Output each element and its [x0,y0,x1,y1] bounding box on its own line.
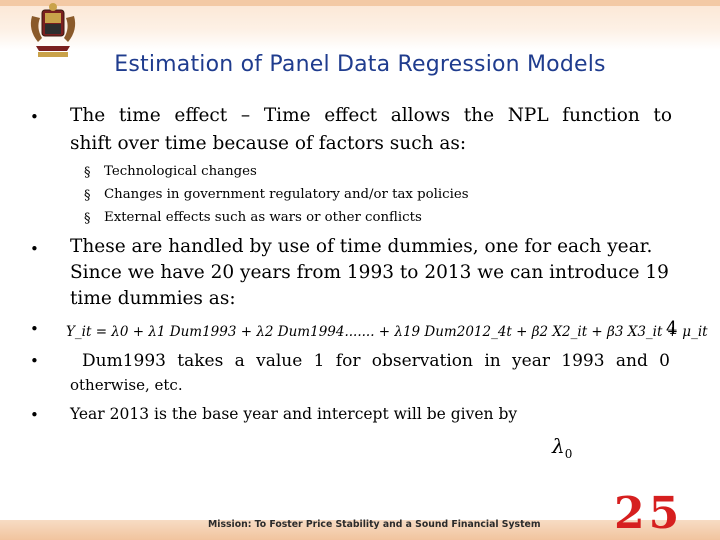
slide-title: Estimation of Panel Data Regression Mode… [114,52,606,77]
regression-equation: Y_it = λ0 + λ1 Dum1993 + λ2 Dum1994.....… [66,324,708,340]
bullet-dot: • [30,108,39,126]
sub-bullet-marker: § [84,188,91,203]
bullet-4-line-1: Dum1993 takes a value 1 for observation … [82,351,670,371]
sub-item-1: Technological changes [104,164,257,179]
equation-number: 4 [666,318,678,339]
lambda-symbol: λ [552,434,565,458]
bullet-dot: • [30,352,39,370]
footer-band [0,520,720,540]
lambda-zero-symbol: λ0 [552,434,572,461]
lambda-subscript: 0 [564,447,573,461]
sub-item-2: Changes in government regulatory and/or … [104,187,469,202]
crest-logo-icon [30,3,76,57]
sub-bullet-marker: § [84,211,91,226]
sub-bullet-marker: § [84,165,91,180]
bullet-2-line-2: Since we have 20 years from 1993 to 2013… [70,262,669,283]
bullet-5-line-1: Year 2013 is the base year and intercept… [70,405,518,423]
bullet-2-line-3: time dummies as: [70,288,236,309]
bullet-dot: • [30,240,39,258]
bullet-4-line-2: otherwise, etc. [70,376,183,394]
bullet-dot: • [30,406,39,424]
bullet-1-line-1: The time effect – Time effect allows the… [70,105,672,126]
header-stripe [0,0,720,6]
header-band [0,0,720,50]
bullet-dot: • [30,320,39,338]
mission-statement: Mission: To Foster Price Stability and a… [208,519,541,530]
sub-item-3: External effects such as wars or other c… [104,210,422,225]
bullet-2-line-1: These are handled by use of time dummies… [70,236,653,257]
page-number: 25 [614,488,684,539]
bullet-1-line-2: shift over time because of factors such … [70,133,467,154]
